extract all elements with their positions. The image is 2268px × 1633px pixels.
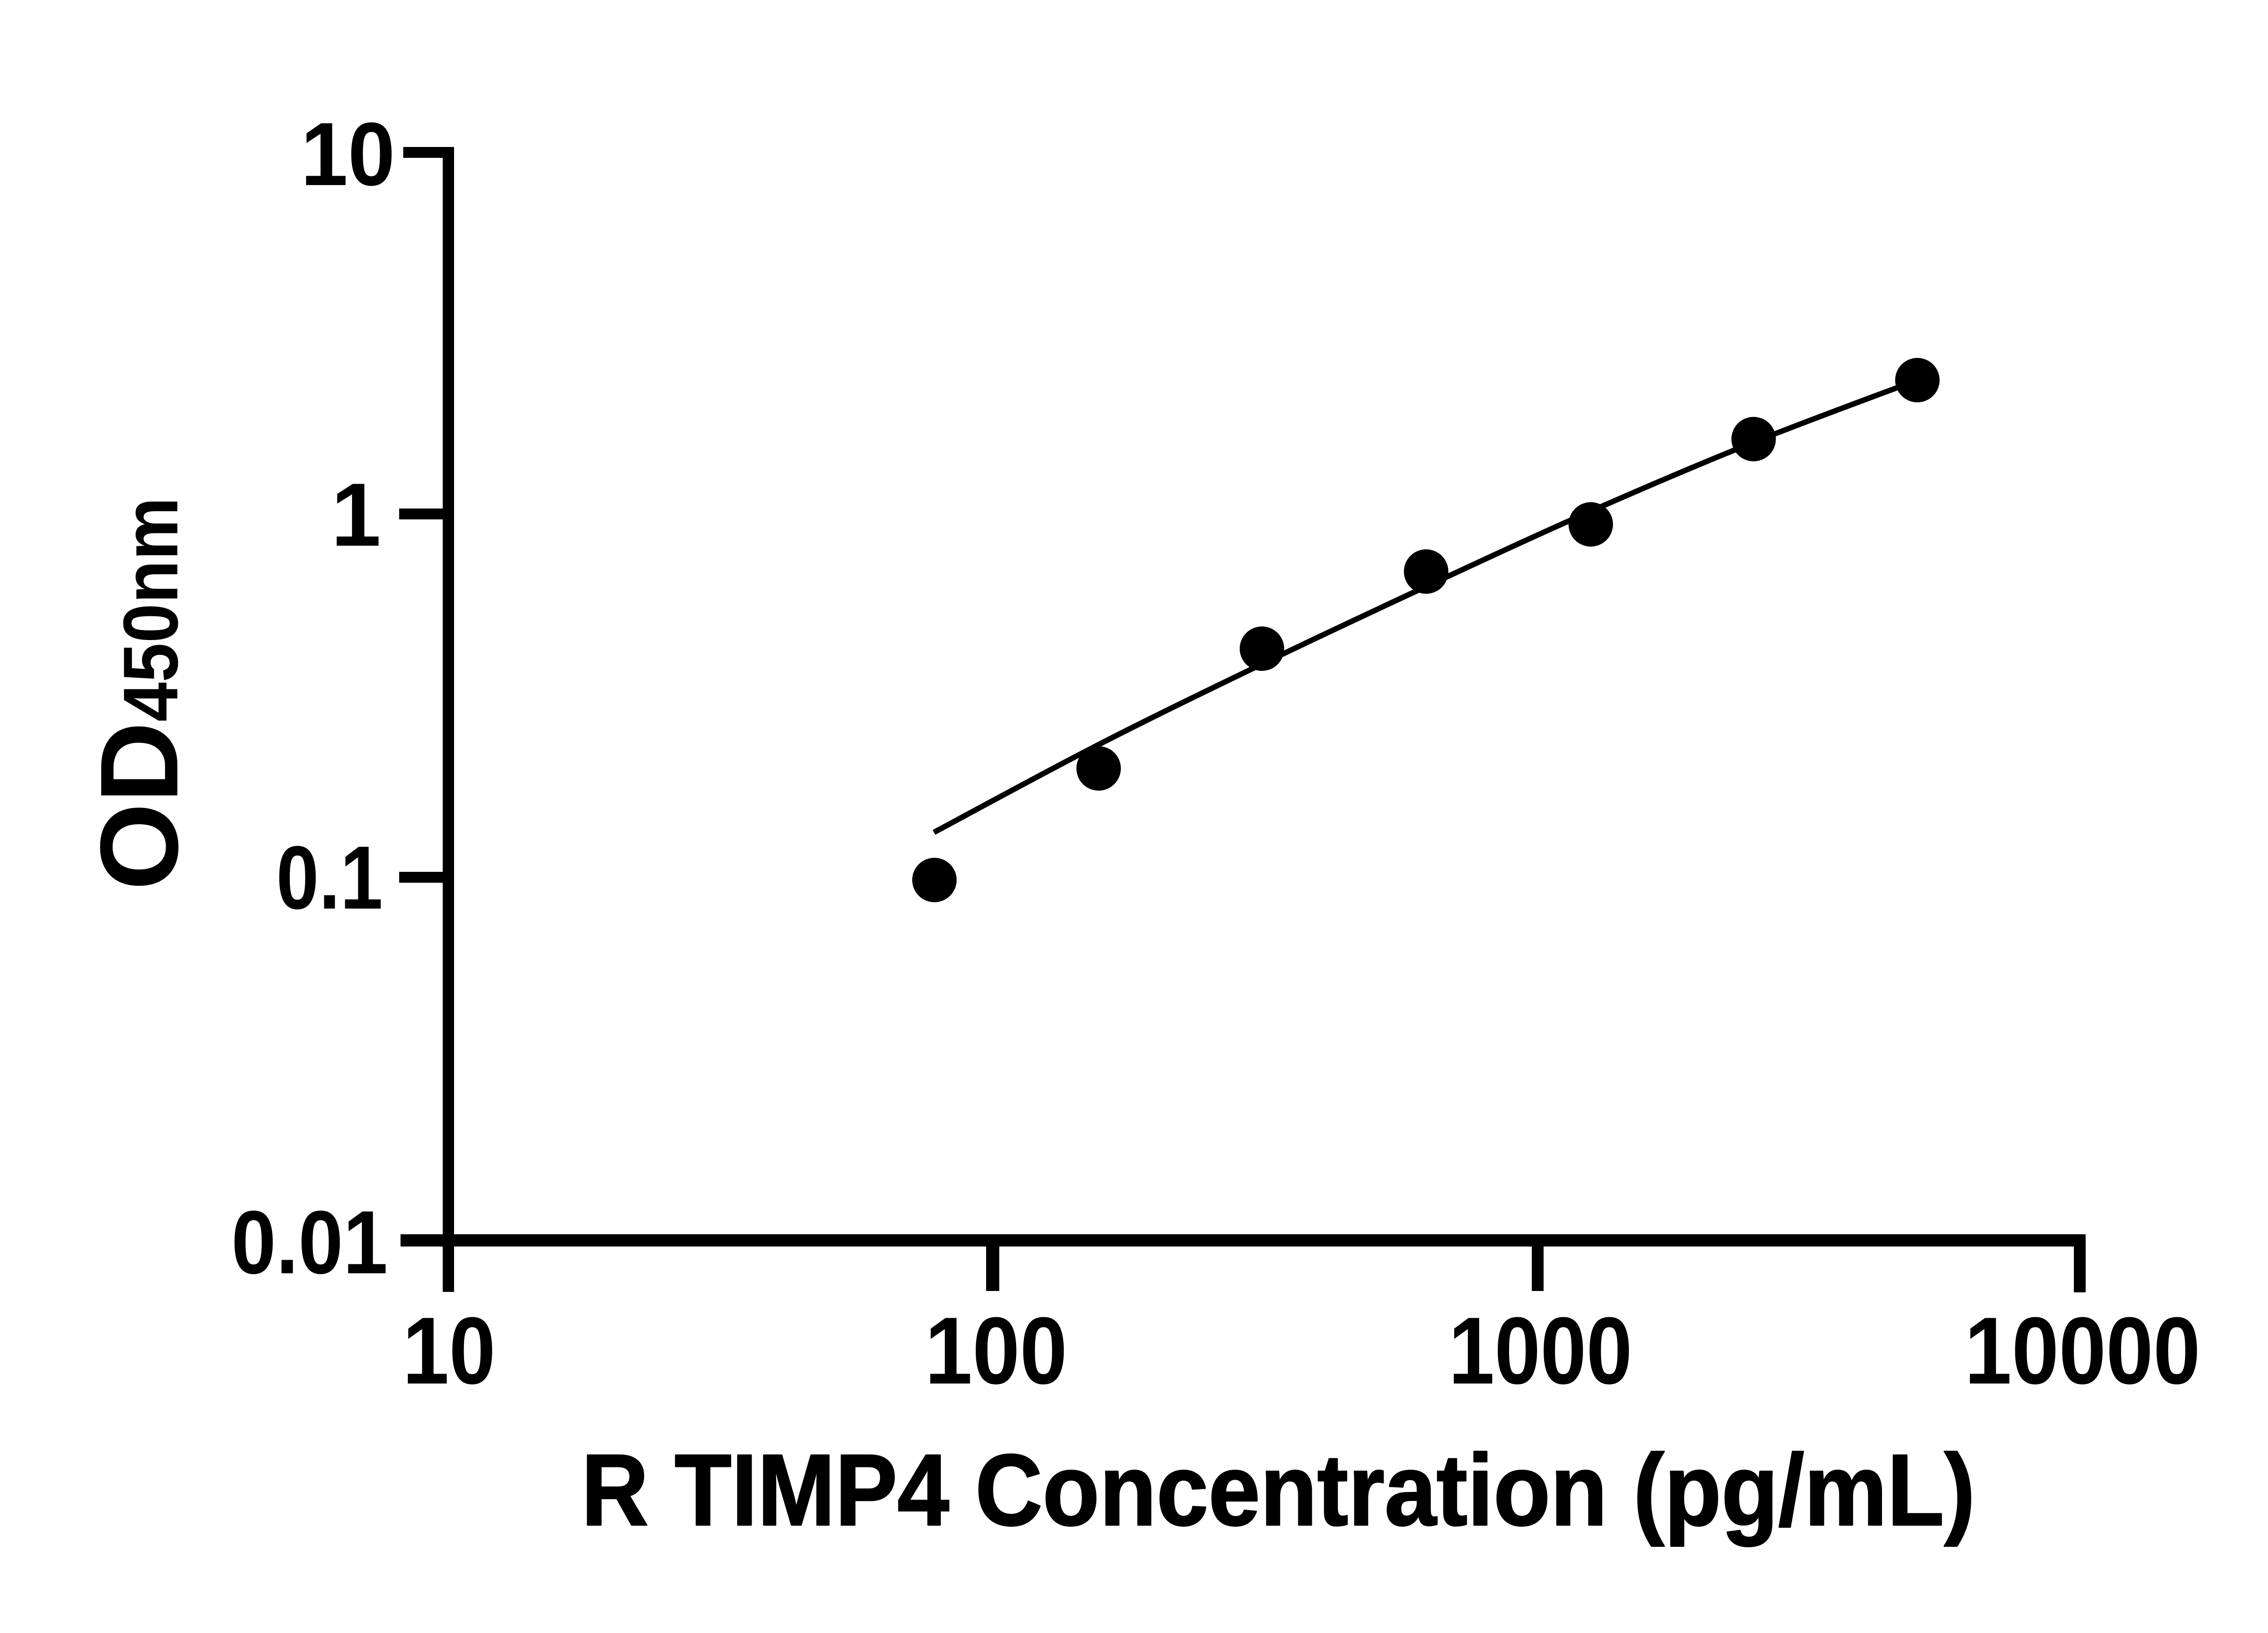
svg-text:OD: OD: [77, 722, 201, 890]
svg-text:0.1: 0.1: [276, 827, 383, 928]
svg-text:10: 10: [301, 104, 395, 204]
svg-text:10000: 10000: [1965, 1297, 2200, 1404]
svg-text:0.01: 0.01: [231, 1192, 388, 1292]
svg-text:1000: 1000: [1449, 1297, 1633, 1404]
svg-text:1: 1: [331, 464, 381, 565]
svg-text:R TIMP4 Concentration (pg/mL): R TIMP4 Concentration (pg/mL): [582, 1433, 1975, 1547]
svg-text:10: 10: [403, 1297, 496, 1404]
svg-text:450nm: 450nm: [108, 497, 194, 722]
svg-text:100: 100: [925, 1297, 1067, 1404]
